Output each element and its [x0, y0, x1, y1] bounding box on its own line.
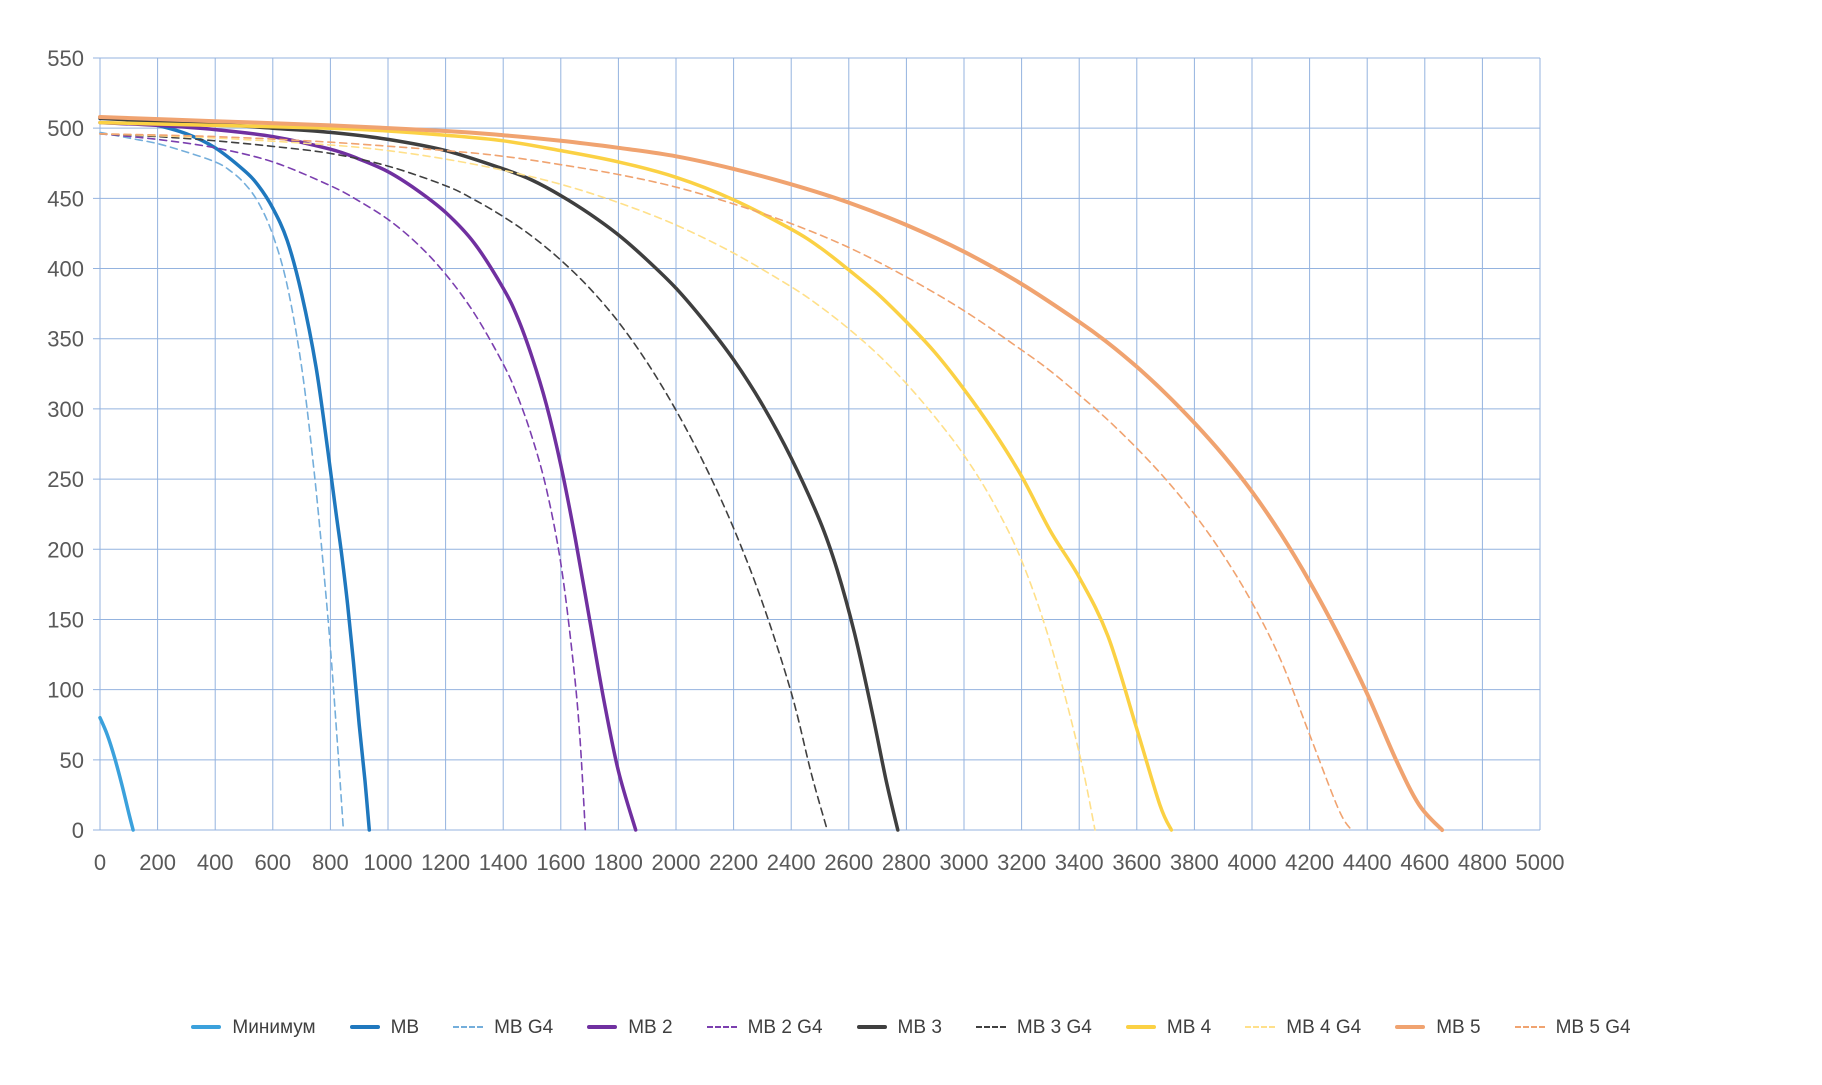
y-tick-label: 300 — [47, 397, 84, 422]
x-tick-label: 2000 — [652, 850, 701, 875]
legend-label: МВ 4 — [1166, 1016, 1212, 1038]
legend-label: МВ 3 G4 — [1016, 1016, 1092, 1038]
legend-item: МВ 2 G4 — [706, 1016, 823, 1038]
legend-swatch-icon — [1514, 1026, 1545, 1028]
y-tick-label: 200 — [47, 537, 84, 562]
series-line — [99, 133, 587, 831]
legend-item: МВ 2 — [587, 1016, 673, 1038]
x-tick-label: 800 — [312, 850, 349, 875]
series-line — [98, 115, 372, 832]
series-lines — [98, 115, 1445, 832]
legend-item: МВ G4 — [453, 1018, 553, 1037]
y-tick-label: 350 — [47, 327, 84, 352]
y-tick-label: 500 — [47, 116, 84, 141]
grid — [93, 57, 1541, 831]
legend-label: МВ 5 — [1436, 1016, 1481, 1038]
legend-swatch-icon — [1125, 1025, 1156, 1029]
legend-item: МВ 3 G4 — [975, 1016, 1092, 1038]
legend-swatch-icon — [975, 1026, 1006, 1028]
legend-label: МВ 5 G4 — [1555, 1016, 1631, 1038]
series-line — [99, 133, 1096, 831]
x-tick-label: 5000 — [1516, 850, 1565, 875]
legend-swatch-icon — [856, 1025, 887, 1029]
legend-label: МВ 4 G4 — [1286, 1016, 1362, 1038]
legend-label: МВ G4 — [494, 1016, 554, 1038]
legend-item: МВ 5 — [1395, 1016, 1481, 1038]
legend-label: Минимум — [232, 1016, 316, 1038]
series-line — [98, 116, 900, 832]
y-tick-label: 250 — [47, 467, 84, 492]
series-line — [98, 115, 1445, 832]
y-tick-label: 150 — [47, 607, 84, 632]
x-tick-label: 4800 — [1458, 850, 1507, 875]
x-tick-label: 1600 — [536, 850, 585, 875]
y-tick-label: 50 — [60, 748, 84, 773]
series-line — [99, 133, 1353, 831]
axis-labels: 0 200 400 600 800 1000 1200 1400 1600 1800 2000 220… — [47, 46, 1564, 875]
x-tick-label: 600 — [254, 850, 291, 875]
x-tick-label: 3400 — [1055, 850, 1104, 875]
x-tick-label: 200 — [139, 850, 176, 875]
series-line — [99, 133, 828, 831]
x-tick-label: 3600 — [1112, 850, 1161, 875]
x-tick-label: 400 — [197, 850, 234, 875]
legend-item: МВ 5 G4 — [1514, 1016, 1631, 1038]
x-tick-label: 4600 — [1400, 850, 1449, 875]
x-tick-label: 4400 — [1343, 850, 1392, 875]
x-tick-label: 4000 — [1228, 850, 1277, 875]
legend-swatch-icon — [453, 1026, 484, 1028]
y-tick-label: 550 — [47, 46, 84, 71]
x-tick-label: 2200 — [709, 850, 758, 875]
legend-item: Минимум — [191, 1016, 316, 1038]
y-tick-label: 450 — [47, 186, 84, 211]
x-tick-label: 1200 — [421, 850, 470, 875]
x-tick-label: 1400 — [479, 850, 528, 875]
legend-swatch-icon — [349, 1025, 380, 1029]
x-tick-label: 3000 — [940, 850, 989, 875]
y-tick-label: 0 — [72, 818, 84, 843]
legend-swatch-icon — [587, 1025, 618, 1029]
x-tick-label: 4200 — [1285, 850, 1334, 875]
x-tick-label: 0 — [94, 850, 106, 875]
x-tick-label: 2800 — [882, 850, 931, 875]
x-tick-label: 2400 — [767, 850, 816, 875]
legend-label: МВ 2 G4 — [747, 1016, 823, 1038]
legend-item: МВ 4 — [1125, 1016, 1212, 1038]
legend-swatch-icon — [706, 1026, 737, 1028]
legend-label: МВ 3 — [897, 1016, 942, 1038]
y-tick-label: 400 — [47, 257, 84, 282]
series-line — [98, 120, 1174, 832]
chart-legend: Минимум МВ МВ G4 МВ 2 МВ 2 G4 МВ 3 МВ 3 G4 МВ 4… — [0, 1002, 1822, 1052]
legend-swatch-icon — [1245, 1026, 1276, 1028]
series-line — [99, 131, 345, 831]
legend-item: МВ 3 — [856, 1016, 942, 1038]
x-tick-label: 1800 — [594, 850, 643, 875]
legend-label: МВ 2 — [628, 1016, 673, 1038]
x-tick-label: 3200 — [997, 850, 1046, 875]
x-tick-label: 1000 — [364, 850, 413, 875]
legend-swatch-icon — [1395, 1025, 1426, 1029]
series-line — [98, 120, 638, 832]
y-tick-label: 100 — [47, 678, 84, 703]
legend-label: МВ — [390, 1016, 420, 1038]
line-chart: 0 200 400 600 800 1000 1200 1400 1600 1800 2000 220… — [47, 46, 1564, 875]
legend-swatch-icon — [191, 1025, 222, 1029]
x-tick-label: 3800 — [1170, 850, 1219, 875]
legend-item: МВ — [349, 1016, 420, 1038]
series-line — [98, 715, 135, 832]
legend-item: МВ 4 G4 — [1245, 1018, 1361, 1037]
x-tick-label: 2600 — [824, 850, 873, 875]
